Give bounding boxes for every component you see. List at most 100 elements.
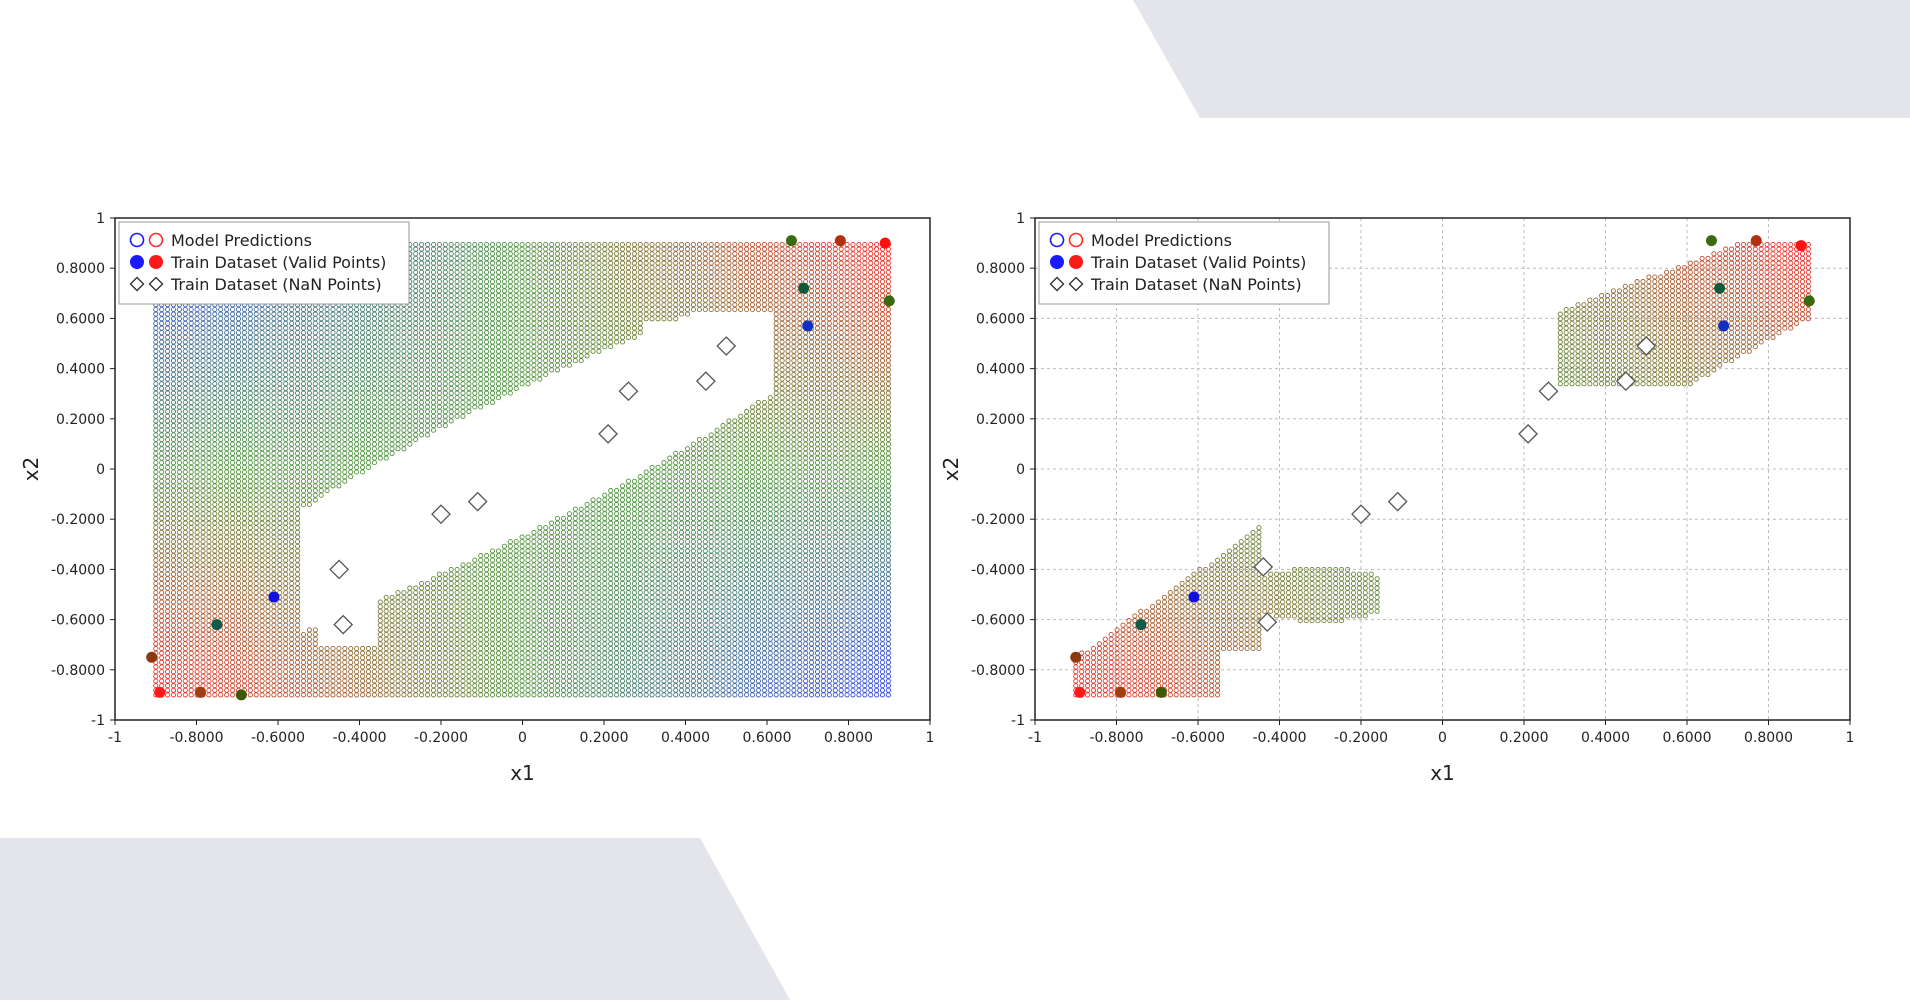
prediction-point bbox=[206, 316, 212, 322]
prediction-point bbox=[436, 659, 442, 665]
prediction-point bbox=[430, 367, 437, 373]
prediction-point bbox=[271, 511, 277, 517]
prediction-point bbox=[159, 492, 165, 498]
prediction-point bbox=[466, 669, 472, 675]
prediction-point bbox=[448, 692, 454, 698]
prediction-point bbox=[295, 330, 301, 336]
prediction-point bbox=[354, 371, 360, 378]
prediction-point bbox=[312, 631, 318, 638]
prediction-point bbox=[295, 339, 301, 345]
prediction-point bbox=[466, 692, 472, 698]
prediction-point bbox=[501, 548, 507, 554]
prediction-point bbox=[259, 436, 265, 443]
prediction-point bbox=[472, 395, 478, 401]
prediction-point bbox=[306, 413, 312, 419]
prediction-point bbox=[371, 432, 377, 438]
prediction-point bbox=[501, 381, 507, 387]
prediction-point bbox=[259, 409, 265, 415]
prediction-point bbox=[324, 395, 330, 401]
prediction-point bbox=[253, 534, 259, 540]
prediction-point bbox=[401, 395, 407, 401]
prediction-point bbox=[448, 334, 454, 340]
prediction-point bbox=[430, 251, 437, 257]
prediction-point bbox=[306, 641, 312, 647]
prediction-point bbox=[342, 316, 348, 322]
prediction-point bbox=[383, 376, 389, 382]
prediction-point bbox=[300, 432, 307, 438]
prediction-point bbox=[442, 618, 448, 624]
prediction-point bbox=[324, 441, 330, 447]
prediction-point bbox=[289, 683, 295, 689]
prediction-point bbox=[377, 316, 383, 322]
prediction-point bbox=[224, 390, 230, 396]
prediction-point bbox=[200, 627, 206, 633]
prediction-point bbox=[436, 367, 442, 373]
prediction-point bbox=[472, 585, 478, 591]
prediction-point bbox=[170, 404, 177, 410]
prediction-point bbox=[489, 613, 496, 619]
prediction-point bbox=[324, 446, 330, 452]
prediction-point bbox=[176, 692, 182, 698]
prediction-point bbox=[312, 474, 318, 480]
prediction-point bbox=[218, 655, 224, 661]
prediction-point bbox=[442, 423, 448, 429]
prediction-point bbox=[188, 553, 194, 559]
prediction-point bbox=[383, 367, 389, 373]
prediction-point bbox=[419, 348, 425, 354]
prediction-point bbox=[389, 608, 395, 614]
prediction-point bbox=[495, 381, 502, 387]
prediction-point bbox=[289, 339, 295, 345]
prediction-point bbox=[419, 590, 425, 596]
prediction-point bbox=[519, 673, 525, 679]
prediction-point bbox=[153, 311, 159, 317]
prediction-point bbox=[277, 404, 283, 410]
prediction-point bbox=[442, 641, 448, 647]
prediction-point bbox=[265, 548, 271, 554]
prediction-point bbox=[247, 645, 253, 652]
prediction-point bbox=[419, 358, 425, 364]
prediction-point bbox=[153, 390, 159, 396]
prediction-point bbox=[389, 427, 395, 433]
prediction-point bbox=[478, 330, 484, 336]
prediction-point bbox=[259, 432, 265, 438]
prediction-point bbox=[230, 492, 236, 498]
prediction-point bbox=[513, 571, 519, 577]
prediction-point bbox=[383, 655, 389, 661]
prediction-point bbox=[519, 622, 525, 628]
prediction-point bbox=[478, 576, 484, 582]
prediction-point bbox=[495, 599, 502, 605]
prediction-point bbox=[354, 460, 360, 466]
prediction-point bbox=[513, 255, 519, 261]
prediction-point bbox=[354, 669, 360, 675]
prediction-point bbox=[419, 604, 425, 610]
prediction-point bbox=[425, 622, 431, 628]
prediction-point bbox=[324, 645, 330, 652]
prediction-point bbox=[176, 427, 182, 433]
prediction-point bbox=[454, 404, 460, 410]
prediction-point bbox=[407, 618, 413, 624]
prediction-point bbox=[200, 599, 206, 605]
prediction-point bbox=[507, 269, 513, 275]
prediction-point bbox=[277, 358, 283, 364]
prediction-point bbox=[289, 520, 295, 526]
prediction-point bbox=[247, 683, 253, 689]
prediction-point bbox=[407, 650, 413, 656]
prediction-point bbox=[460, 381, 466, 387]
prediction-point bbox=[212, 539, 218, 545]
prediction-point bbox=[300, 441, 307, 447]
prediction-point bbox=[436, 320, 442, 326]
prediction-point bbox=[354, 455, 360, 461]
prediction-point bbox=[484, 274, 490, 280]
prediction-point bbox=[489, 636, 496, 642]
prediction-point bbox=[389, 404, 395, 410]
prediction-point bbox=[472, 576, 478, 582]
prediction-point bbox=[200, 353, 206, 359]
prediction-point bbox=[448, 348, 454, 354]
prediction-point bbox=[507, 376, 513, 382]
prediction-point bbox=[513, 580, 519, 587]
prediction-point bbox=[342, 344, 348, 350]
prediction-point bbox=[176, 399, 182, 405]
prediction-point bbox=[495, 580, 502, 587]
prediction-point bbox=[454, 241, 460, 248]
prediction-point bbox=[460, 566, 466, 573]
